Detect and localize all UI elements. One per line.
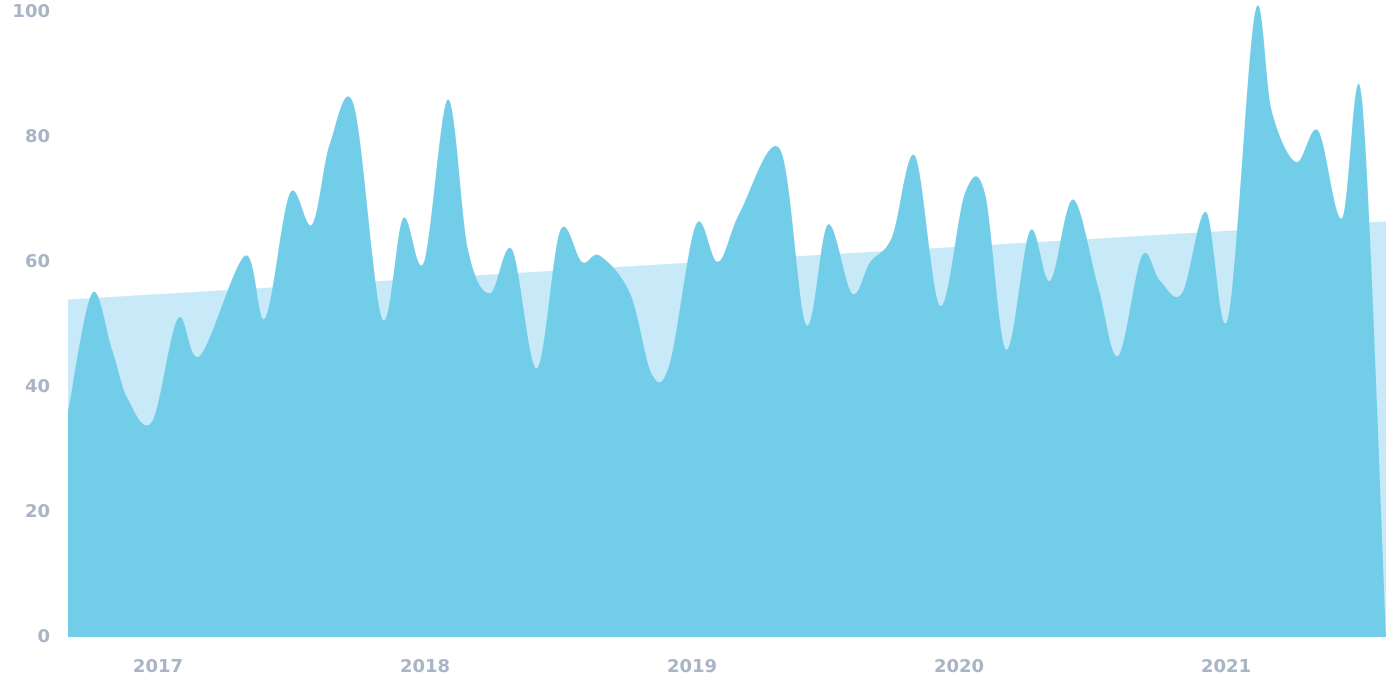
x-tick-label: 2017 — [133, 656, 183, 677]
y-tick-label: 60 — [25, 251, 50, 272]
x-tick-label: 2019 — [667, 656, 717, 677]
x-tick-label: 2018 — [400, 656, 450, 677]
x-tick-label: 2020 — [934, 656, 984, 677]
area — [68, 5, 1386, 638]
y-tick-label: 40 — [25, 376, 50, 397]
y-tick-label: 100 — [12, 1, 50, 22]
y-tick-label: 20 — [25, 501, 50, 522]
x-tick-label: 2021 — [1201, 656, 1251, 677]
y-tick-label: 0 — [37, 626, 50, 647]
y-tick-label: 80 — [25, 126, 50, 147]
